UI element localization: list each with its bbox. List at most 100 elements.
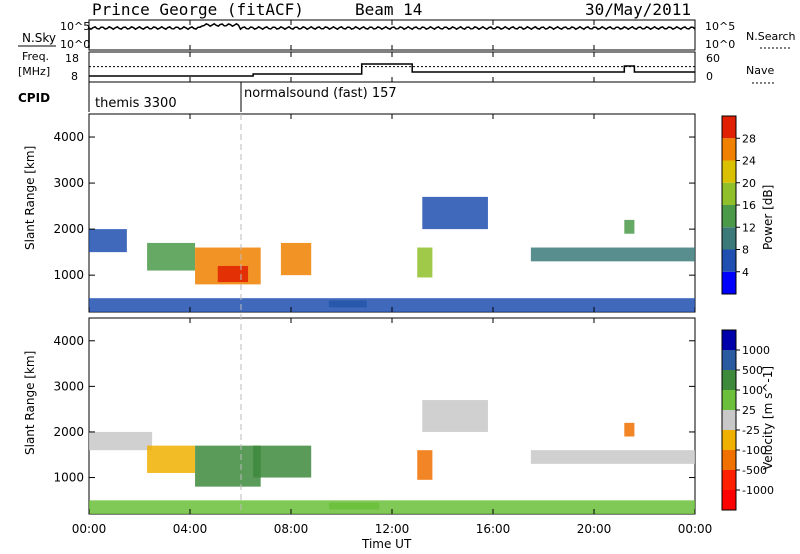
velocity-cbar-tick-label: -1000 <box>742 484 774 497</box>
velocity-cbar-swatch <box>722 430 736 450</box>
power-cbar-tick-label: 12 <box>742 221 756 234</box>
x-tick-label: 00:00 <box>678 522 713 536</box>
velocity-ylabel: Slant Range [km] <box>23 351 37 455</box>
freq-tick-top: 18 <box>65 52 79 65</box>
y-tick-label: 2000 <box>53 222 84 236</box>
power-cbar-tick-label: 24 <box>742 155 756 168</box>
velocity-colorbar-label: Velocity [m s^-1] <box>761 366 775 470</box>
power-cbar-swatch <box>722 160 736 183</box>
velocity-cbar-swatch <box>722 330 736 350</box>
velocity-cbar-tick-label: 500 <box>742 364 763 377</box>
sky-tick-bottom: 10^0 <box>60 38 90 51</box>
freq-label: Freq. <box>22 50 49 63</box>
velocity-cbar-tick-label: -500 <box>742 464 767 477</box>
velocity-patch-0 <box>89 431 153 451</box>
power-cbar-swatch <box>722 249 736 272</box>
power-patch-0 <box>147 242 196 271</box>
velocity-patch-8 <box>624 422 635 437</box>
velocity-cbar-swatch <box>722 490 736 510</box>
nsearch-label: N.Search <box>746 30 796 43</box>
power-ylabel: Slant Range [km] <box>23 146 37 250</box>
power-panel-frame <box>88 113 696 313</box>
velocity-patch-1 <box>147 445 196 473</box>
y-tick-label: 4000 <box>53 334 84 348</box>
x-tick-label: 12:00 <box>375 522 410 536</box>
cpid-segment-0: themis 3300 <box>95 96 177 111</box>
power-cbar-tick-label: 20 <box>742 177 756 190</box>
y-tick-label: 4000 <box>53 130 84 144</box>
nsky-series <box>88 22 696 48</box>
power-patch-8 <box>530 247 695 262</box>
power-patch-2 <box>217 265 249 283</box>
sky-tick-top: 10^5 <box>60 20 90 33</box>
power-colorbar-label: Power [dB] <box>761 185 775 250</box>
velocity-cbar-swatch <box>722 410 736 430</box>
velocity-cbar-tick-label: -25 <box>742 424 760 437</box>
date-label: 30/May/2011 <box>585 0 691 19</box>
velocity-colorbar: -1000 -500 -100 -25 25 100 500 1000 <box>721 329 774 511</box>
power-cbar-swatch <box>722 205 736 228</box>
velocity-cbar-swatch <box>722 470 736 490</box>
velocity-patch-7 <box>530 450 695 464</box>
velocity-cbar-tick-label: 1000 <box>742 344 770 357</box>
nsky-trace <box>88 22 696 48</box>
freq-tick-bottom: 8 <box>71 70 78 83</box>
station-title: Prince George (fitACF) <box>92 0 304 19</box>
velocity-patch-6 <box>422 400 488 432</box>
cpid-label: CPID <box>18 91 50 105</box>
axis-ticks: 00:00 04:00 08:00 12:00 16:00 20:00 00:00 1000 2… <box>53 20 712 536</box>
velocity-patches <box>89 400 695 514</box>
velocity-cbar-tick-label: 100 <box>742 384 763 397</box>
velocity-panel-frame <box>88 317 696 515</box>
x-tick-label: 16:00 <box>476 522 511 536</box>
power-cbar-swatch <box>722 116 736 139</box>
y-tick-label: 1000 <box>53 471 84 485</box>
power-cbar-swatch <box>722 227 736 250</box>
x-tick-label: 04:00 <box>173 522 208 536</box>
nave-tick-bottom: 0 <box>706 70 713 83</box>
freq-series <box>89 63 695 77</box>
power-cbar-tick-label: 28 <box>742 132 756 145</box>
velocity-cbar-swatch <box>722 450 736 470</box>
freq-trace <box>89 63 695 77</box>
velocity-patch-5 <box>417 450 433 480</box>
velocity-patch-2 <box>195 445 261 487</box>
x-tick-label: 08:00 <box>274 522 309 536</box>
power-colorbar: 4 8 12 16 20 24 28 <box>721 115 756 295</box>
y-tick-label: 2000 <box>53 425 84 439</box>
power-patch-4 <box>89 229 127 253</box>
search-tick-bottom: 10^0 <box>705 38 735 51</box>
velocity-patch-9 <box>89 500 695 514</box>
velocity-cbar-swatch <box>722 350 736 370</box>
nave-label: Nave <box>746 64 774 77</box>
velocity-cbar-tick-label: -100 <box>742 444 767 457</box>
power-cbar-tick-label: 8 <box>742 244 749 257</box>
power-cbar-swatch <box>722 182 736 205</box>
nave-tick-top: 60 <box>706 52 720 65</box>
power-cbar-tick-label: 4 <box>742 266 749 279</box>
cpid-segment-1: normalsound (fast) 157 <box>244 86 397 101</box>
power-patch-7 <box>422 196 488 230</box>
y-tick-label: 1000 <box>53 268 84 282</box>
x-tick-label: 00:00 <box>72 522 107 536</box>
beam-label: Beam 14 <box>355 0 423 19</box>
freq-unit-label: [MHz] <box>18 65 50 78</box>
velocity-cbar-frame <box>721 329 737 511</box>
xlabel: Time UT <box>361 537 412 551</box>
velocity-patch-3 <box>253 445 312 478</box>
power-cbar-swatch <box>722 271 736 294</box>
velocity-cbar-tick-label: 25 <box>742 404 756 417</box>
power-patch-9 <box>624 219 635 234</box>
power-patch-6 <box>417 247 433 278</box>
nsky-label: N.Sky <box>22 31 56 45</box>
search-tick-top: 10^5 <box>705 20 735 33</box>
velocity-cbar-swatch <box>722 370 736 390</box>
velocity-cbar-swatch <box>722 390 736 410</box>
y-tick-label: 3000 <box>53 176 84 190</box>
power-cbar-tick-label: 16 <box>742 199 756 212</box>
x-tick-label: 20:00 <box>577 522 612 536</box>
power-cbar-swatch <box>722 138 736 161</box>
power-patch-3 <box>280 242 312 276</box>
y-tick-label: 3000 <box>53 379 84 393</box>
